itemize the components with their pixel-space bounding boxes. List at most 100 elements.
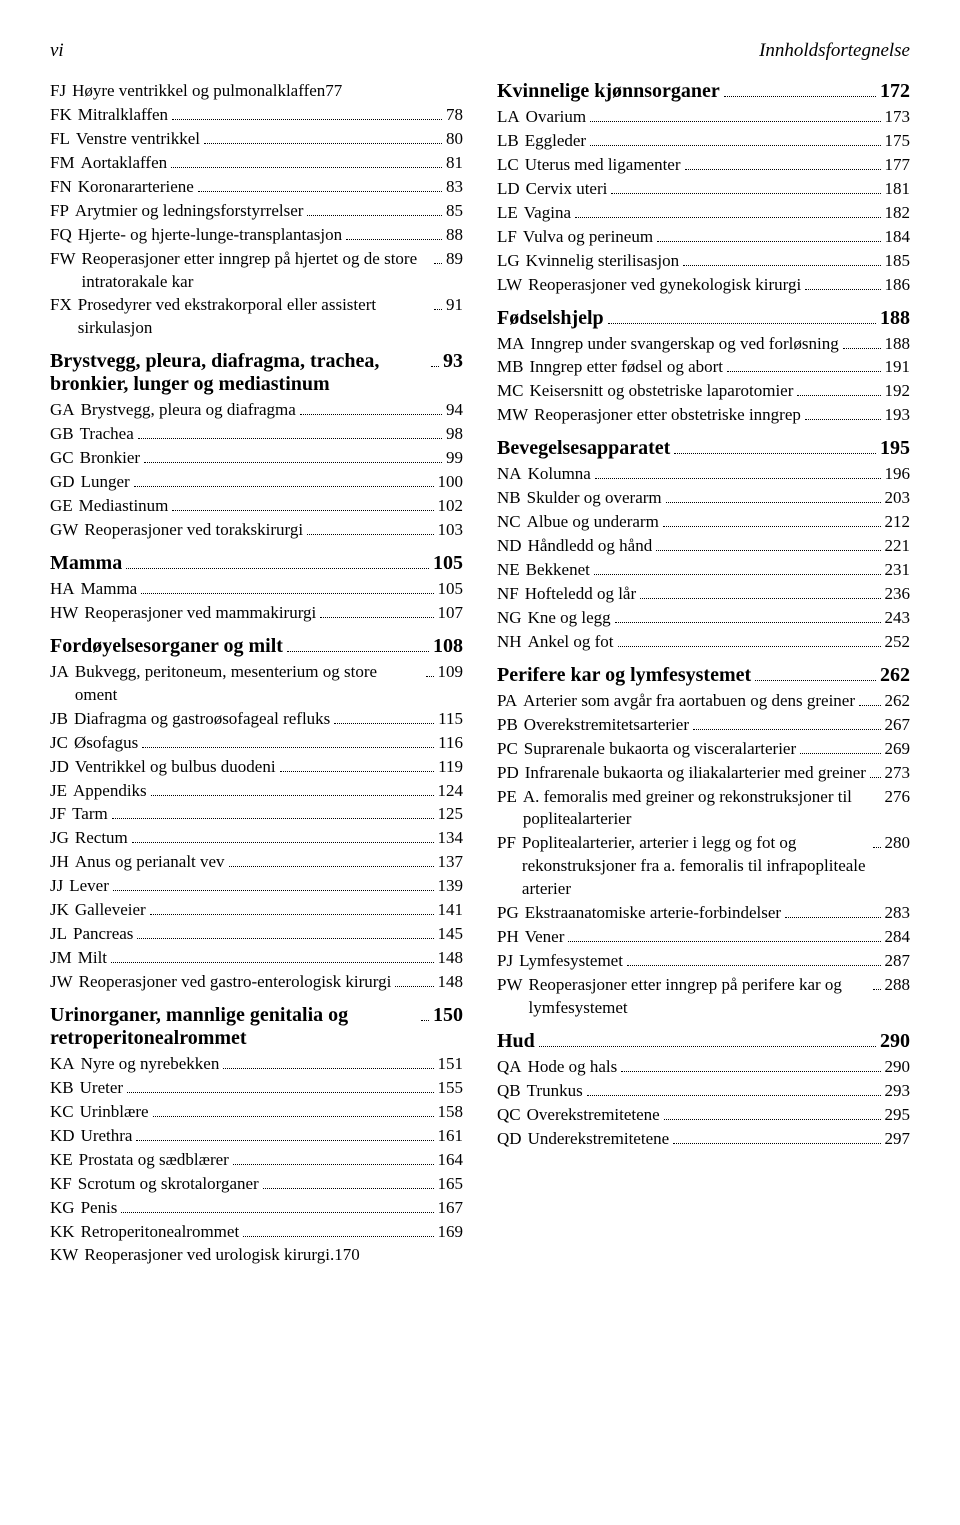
entry-code: KG [50,1197,75,1220]
entry-label: Kne og legg [528,607,611,630]
leader-dots [434,298,442,311]
entry-code: LW [497,274,522,297]
entry-label: Høyre ventrikkel og pulmonalklaffen [72,80,325,103]
leader-dots [843,336,881,349]
toc-entry: JKGalleveier141 [50,899,463,922]
entry-page: 165 [438,1173,464,1196]
leader-dots [132,830,434,843]
section-label: Mamma [50,552,122,575]
entry-code: JL [50,923,67,946]
entry-page: 102 [438,495,464,518]
entry-code: JE [50,780,67,803]
toc-section-heading: Fødselshjelp188 [497,307,910,330]
entry-code: JB [50,708,68,731]
toc-entry: KGPenis167 [50,1197,463,1220]
entry-page: 141 [438,899,464,922]
leader-dots [621,1059,880,1072]
entry-code: LA [497,106,520,129]
entry-code: FL [50,128,70,151]
entry-code: KW [50,1244,78,1267]
leader-dots [805,277,880,290]
entry-label: Håndledd og hånd [528,535,653,558]
leader-dots [611,181,880,194]
entry-code: FN [50,176,72,199]
entry-label: Aortaklaffen [81,152,168,175]
entry-code: MC [497,380,523,403]
entry-label: Ovarium [526,106,586,129]
entry-page: 186 [885,274,911,297]
leader-dots [627,953,881,966]
toc-entry: LFVulva og perineum184 [497,226,910,249]
entry-code: NB [497,487,521,510]
toc-entry: JWReoperasjoner ved gastro-enterologisk … [50,971,463,994]
entry-page: 191 [885,356,911,379]
entry-page: 155 [438,1077,464,1100]
toc-entry: KANyre og nyrebekken151 [50,1053,463,1076]
entry-code: ND [497,535,522,558]
entry-label: Nyre og nyrebekken [81,1053,220,1076]
entry-page: 137 [438,851,464,874]
toc-entry: PCSuprarenale bukaorta og visceralarteri… [497,738,910,761]
entry-code: JC [50,732,68,755]
entry-page: 134 [438,827,464,850]
leader-dots [539,1032,876,1047]
toc-entry: MAInngrep under svangerskap og ved forlø… [497,333,910,356]
leader-dots [431,352,439,367]
entry-code: NF [497,583,519,606]
entry-label: Galleveier [75,899,146,922]
entry-page: 100 [438,471,464,494]
entry-label: Mamma [81,578,138,601]
leader-dots [307,203,442,216]
entry-code: KD [50,1125,75,1148]
leader-dots [727,360,880,373]
entry-code: QD [497,1128,522,1151]
entry-page: 287 [885,950,911,973]
entry-page: 105 [438,578,464,601]
entry-code: LD [497,178,520,201]
entry-code: GD [50,471,75,494]
leader-dots [618,634,881,647]
entry-code: LB [497,130,519,153]
entry-label: Bukvegg, peritoneum, mesenterium og stor… [75,661,422,707]
entry-page: 173 [885,106,911,129]
entry-code: PG [497,902,519,925]
toc-entry: JABukvegg, peritoneum, mesenterium og st… [50,661,463,707]
leader-dots [873,835,881,848]
toc-entry: JHAnus og perianalt vev137 [50,851,463,874]
entry-label: Hode og hals [528,1056,618,1079]
entry-code: KF [50,1173,72,1196]
entry-page: 78 [446,104,463,127]
entry-page: 267 [885,714,911,737]
entry-page: 148 [438,947,464,970]
entry-code: NA [497,463,522,486]
toc-entry: GCBronkier99 [50,447,463,470]
entry-label: Suprarenale bukaorta og visceralarterier [524,738,796,761]
entry-page: 169 [438,1221,464,1244]
entry-code: JG [50,827,69,850]
toc-entry: NAKolumna196 [497,463,910,486]
section-page: 188 [880,307,910,330]
entry-page: 175 [885,130,911,153]
entry-label: Milt [78,947,107,970]
entry-label: Skulder og overarm [527,487,662,510]
entry-code: PD [497,762,519,785]
entry-code: JJ [50,875,63,898]
toc-entry: KWReoperasjoner ved urologisk kirurgi. 1… [50,1244,463,1267]
leader-dots [121,1200,433,1213]
entry-label: Trunkus [527,1080,583,1103]
entry-label: Koronararteriene [78,176,194,199]
toc-entry: PGEkstraanatomiske arterie-forbindelser2… [497,902,910,925]
entry-page: 85 [446,200,463,223]
entry-label: Ankel og fot [528,631,614,654]
leader-dots [346,227,442,240]
leader-dots [426,664,434,677]
toc-entry: NEBekkenet231 [497,559,910,582]
entry-label: Cervix uteri [526,178,608,201]
entry-page: 192 [885,380,911,403]
entry-page: 158 [438,1101,464,1124]
entry-label: Anus og perianalt vev [75,851,225,874]
entry-label: Penis [81,1197,118,1220]
entry-code: QA [497,1056,522,1079]
entry-page: 81 [446,152,463,175]
leader-dots [223,1056,433,1069]
